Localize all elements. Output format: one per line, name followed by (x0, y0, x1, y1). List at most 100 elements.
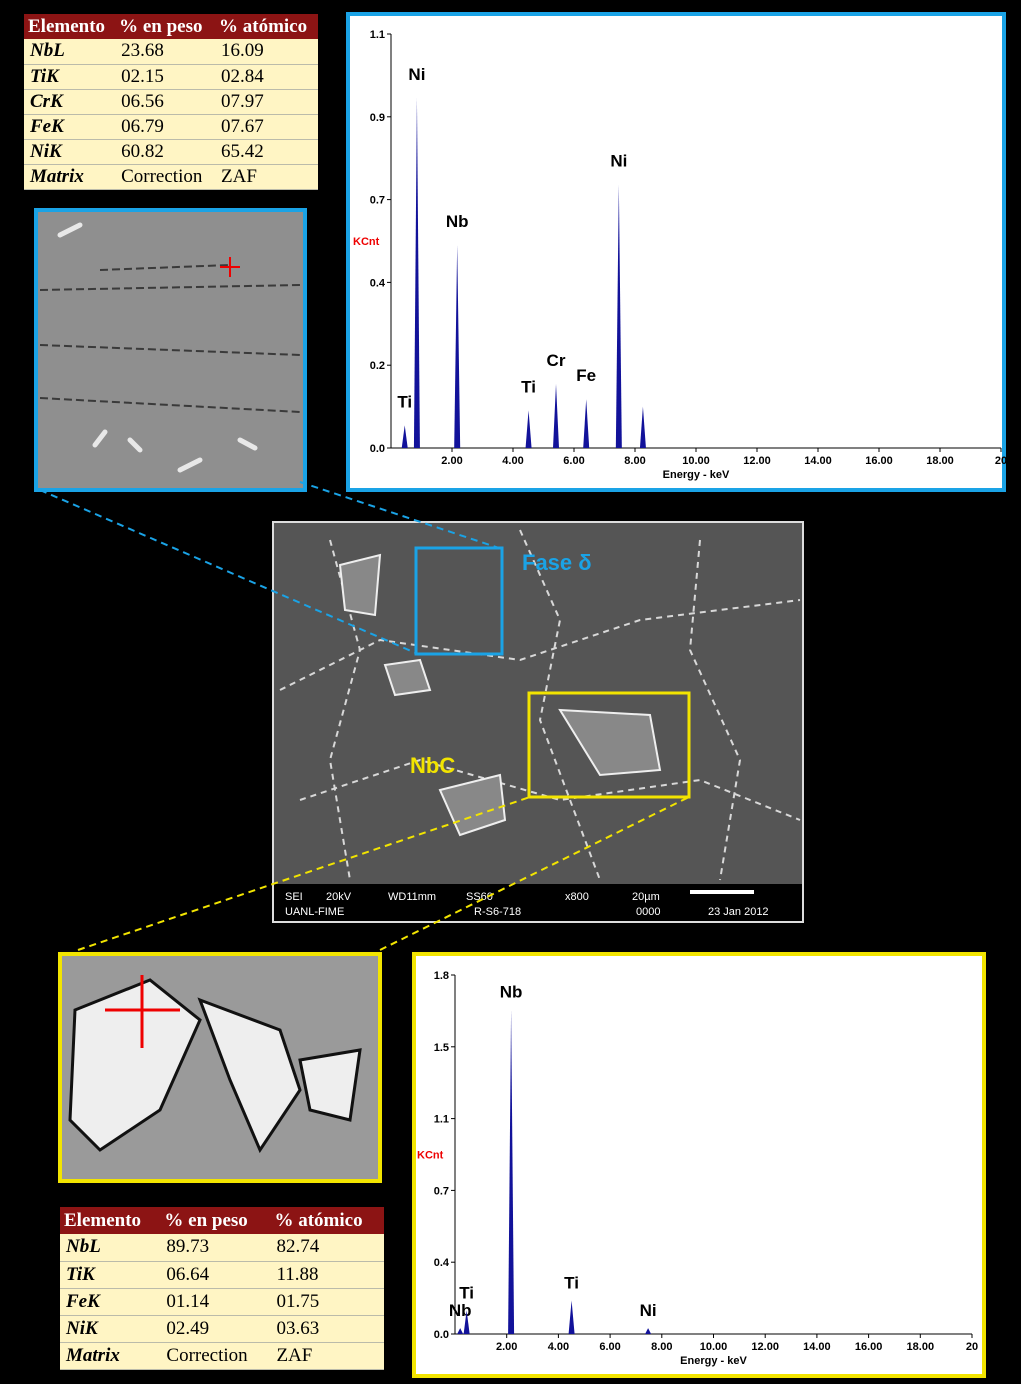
y-tick-label: 1.1 (370, 29, 385, 41)
table-header: % en peso (160, 1207, 271, 1234)
phase-box (414, 546, 504, 656)
x-tick-label: 4.00 (548, 1341, 569, 1353)
y-tick-label: 1.1 (434, 1114, 449, 1126)
x-tick-label: 18.00 (907, 1341, 935, 1353)
table-cell: ZAF (215, 164, 318, 190)
peak-label: Ti (397, 392, 412, 411)
peak-label: Nb (500, 982, 523, 1001)
table-cell: 60.82 (115, 139, 215, 165)
peak (463, 1310, 470, 1334)
composition-table: Elemento% en peso% atómico NbL 23.68 16.09 T… (24, 14, 318, 190)
table-cell: 23.68 (115, 39, 215, 65)
table-header: % atómico (215, 14, 318, 39)
table-cell: 03.63 (270, 1315, 384, 1343)
x-tick-label: 16.00 (865, 455, 893, 467)
table-cell: FeK (60, 1288, 161, 1316)
table-cell: 01.14 (160, 1288, 271, 1316)
peak (639, 406, 646, 448)
y-tick-label: 0.0 (434, 1329, 449, 1341)
table-cell: Correction (115, 164, 215, 190)
sem-info-text: SEI (285, 891, 303, 903)
x-tick-label: 12.00 (743, 455, 771, 467)
x-tick-label: 20 (966, 1341, 978, 1353)
table-cell: NiK (24, 139, 116, 165)
table-cell: ZAF (270, 1342, 384, 1370)
table-cell: 11.88 (270, 1261, 384, 1289)
table-cell: 07.97 (215, 89, 318, 115)
table-header: Elemento (24, 14, 116, 39)
table-cell: 01.75 (270, 1288, 384, 1316)
peak (508, 1009, 515, 1334)
peak-label: Nb (449, 1301, 472, 1320)
inset-precipitates (39, 264, 301, 413)
table-cell: 89.73 (160, 1234, 271, 1262)
table-cell: 06.56 (115, 89, 215, 115)
x-tick-label: 6.00 (563, 455, 584, 467)
y-tick-label: 0.7 (434, 1185, 449, 1197)
table-cell: TiK (24, 64, 116, 90)
peak-label: Cr (547, 351, 566, 370)
table-cell: Matrix (24, 164, 116, 190)
peak (553, 384, 560, 448)
x-tick-label: 14.00 (804, 455, 832, 467)
sem-info-text: R-S6-718 (474, 906, 521, 918)
table-cell: Matrix (60, 1342, 161, 1370)
table-cell: 16.09 (215, 39, 318, 65)
x-tick-label: 14.00 (803, 1341, 831, 1353)
peak-label: Ti (564, 1274, 579, 1293)
y-tick-label: 0.7 (370, 195, 385, 207)
table-cell: TiK (60, 1261, 161, 1289)
sem-info-text: x800 (565, 891, 589, 903)
table-cell: FeK (24, 114, 116, 140)
peak (401, 425, 408, 448)
sem-info-text: SS60 (466, 891, 493, 903)
crosshair (105, 975, 180, 1048)
table-header: % en peso (115, 14, 215, 39)
table-cell: Correction (160, 1342, 271, 1370)
carbides (338, 553, 662, 837)
inset-carbides (68, 978, 362, 1154)
x-axis-label: Energy - keV (680, 1355, 747, 1367)
table-cell: 06.64 (160, 1261, 271, 1289)
sem-info-text: 20kV (326, 891, 352, 903)
y-tick-label: 0.2 (370, 360, 385, 372)
sem-info-text: WD11mm (388, 891, 436, 903)
peak (568, 1300, 575, 1334)
peak-label: Ni (610, 152, 627, 171)
y-axis-label: KCnt (417, 1150, 444, 1162)
peak (645, 1328, 652, 1334)
peak (457, 1328, 464, 1334)
peak (525, 410, 532, 448)
peak-label: Fe (576, 366, 596, 385)
table-header: Elemento (60, 1207, 161, 1234)
connectors (39, 481, 690, 951)
top-inset-image (34, 208, 307, 492)
scale-bar (690, 890, 754, 894)
x-tick-label: 2.00 (496, 1341, 517, 1353)
x-tick-label: 16.00 (855, 1341, 883, 1353)
x-tick-label: 8.00 (651, 1341, 672, 1353)
x-tick-label: 4.00 (502, 455, 523, 467)
carbide-box (527, 691, 691, 799)
sem-info: SEI 20kV WD11mm SS60 x800 20µm UANL-FIME… (285, 891, 769, 918)
y-tick-label: 0.4 (434, 1257, 450, 1269)
sem-info-text: 23 Jan 2012 (708, 906, 769, 918)
y-tick-label: 1.5 (434, 1042, 449, 1054)
phase-label: Fase δ (522, 550, 592, 575)
y-tick-label: 0.0 (370, 443, 385, 455)
x-tick-label: 20 (995, 455, 1007, 467)
peak-label: Nb (446, 212, 469, 231)
table-cell: CrK (24, 89, 116, 115)
table-cell: 06.79 (115, 114, 215, 140)
x-tick-label: 8.00 (624, 455, 645, 467)
peak (615, 184, 622, 448)
x-tick-label: 6.00 (599, 1341, 620, 1353)
table-cell: 02.15 (115, 64, 215, 90)
inset-particles (57, 222, 258, 473)
x-tick-label: 10.00 (682, 455, 710, 467)
x-tick-label: 18.00 (926, 455, 954, 467)
carbide-label: NbC (410, 753, 455, 778)
crosshair (220, 257, 240, 277)
